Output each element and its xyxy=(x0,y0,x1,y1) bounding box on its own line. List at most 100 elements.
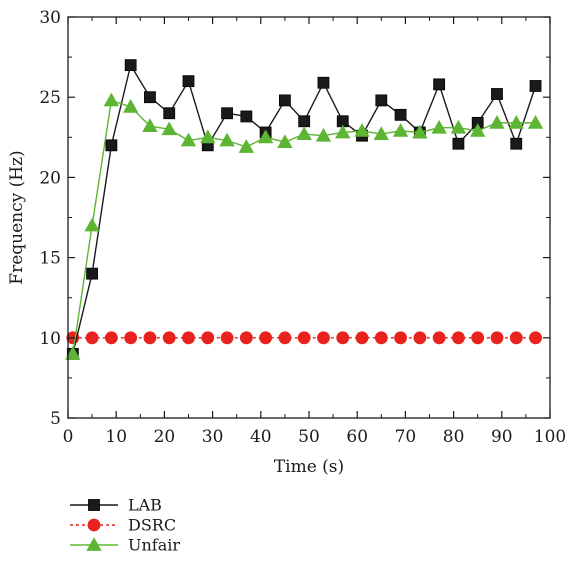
data-point-unfair xyxy=(470,123,486,137)
data-point-lab xyxy=(394,108,407,121)
plot-area xyxy=(65,59,544,360)
data-point-lab xyxy=(240,110,253,123)
data-point-lab xyxy=(163,107,176,120)
x-tick-label: 40 xyxy=(250,427,272,447)
data-point-lab xyxy=(298,115,311,128)
x-tick-label: 0 xyxy=(63,427,74,447)
data-point-unfair xyxy=(431,119,447,134)
legend-item-unfair: Unfair xyxy=(70,536,180,555)
data-point-unfair xyxy=(354,123,370,137)
series-line-lab xyxy=(72,63,537,355)
data-point-dsrc xyxy=(529,331,542,345)
series-lab xyxy=(66,59,542,360)
data-point-dsrc xyxy=(336,331,350,345)
data-point-unfair xyxy=(296,126,312,140)
legend-item-lab: LAB xyxy=(70,496,162,515)
y-tick-label: 20 xyxy=(39,168,61,188)
y-tick-label: 10 xyxy=(39,329,61,349)
x-tick-label: 30 xyxy=(202,427,224,447)
axes: 0 10 20 30 40 50 60 70 80 90 100 5 10 15 20 25 30 xyxy=(39,8,566,447)
data-point-unfair xyxy=(450,119,467,134)
data-point-unfair xyxy=(219,132,235,147)
x-tick-label: 90 xyxy=(491,427,513,447)
data-point-dsrc xyxy=(413,331,427,345)
data-point-dsrc xyxy=(85,331,99,345)
data-point-dsrc xyxy=(374,331,388,345)
data-point-unfair xyxy=(180,132,197,147)
data-point-unfair xyxy=(65,346,81,360)
data-point-dsrc xyxy=(143,331,157,345)
data-point-lab xyxy=(510,137,523,150)
data-point-unfair xyxy=(489,115,505,129)
x-tick-label: 50 xyxy=(298,427,320,447)
legend-label-dsrc: DSRC xyxy=(128,516,176,535)
data-point-unfair xyxy=(392,123,409,137)
x-axis-label: Time (s) xyxy=(274,457,344,477)
data-point-lab xyxy=(433,78,446,91)
y-tick-label: 15 xyxy=(39,249,61,269)
data-point-unfair xyxy=(373,126,389,140)
data-point-unfair xyxy=(257,129,274,144)
data-point-unfair xyxy=(200,129,216,144)
data-point-dsrc xyxy=(432,331,446,345)
data-point-dsrc xyxy=(162,331,176,345)
data-point-unfair xyxy=(84,217,100,232)
data-point-dsrc xyxy=(220,331,234,345)
data-point-lab xyxy=(278,94,291,107)
data-point-unfair xyxy=(103,92,120,107)
legend-label-lab: LAB xyxy=(128,496,162,515)
x-tick-label: 80 xyxy=(443,427,465,447)
data-point-unfair xyxy=(142,118,158,132)
data-point-lab xyxy=(529,80,542,92)
data-point-lab xyxy=(491,88,503,100)
data-point-dsrc xyxy=(452,331,465,345)
data-point-lab xyxy=(317,76,330,89)
data-point-dsrc xyxy=(278,331,292,345)
x-tick-label: 100 xyxy=(534,427,566,447)
series-dsrc xyxy=(66,331,542,345)
data-point-lab xyxy=(375,94,388,107)
y-tick-label: 30 xyxy=(39,8,61,28)
data-point-dsrc xyxy=(297,331,311,345)
data-point-lab xyxy=(144,91,156,104)
legend-label-unfair: Unfair xyxy=(128,536,180,555)
data-point-dsrc xyxy=(394,331,407,345)
data-point-unfair xyxy=(527,115,544,129)
data-point-lab xyxy=(86,267,98,280)
data-point-dsrc xyxy=(182,331,195,345)
data-point-lab xyxy=(221,107,233,120)
data-point-lab xyxy=(105,139,118,152)
legend-marker-dsrc xyxy=(87,518,101,532)
legend-marker-lab xyxy=(88,499,100,511)
legend-item-dsrc: DSRC xyxy=(70,516,176,535)
data-point-dsrc xyxy=(104,331,118,345)
series-unfair xyxy=(65,92,544,360)
data-point-dsrc xyxy=(259,331,273,345)
data-point-lab xyxy=(182,75,195,88)
data-point-lab xyxy=(124,59,137,72)
data-point-unfair xyxy=(122,99,139,113)
data-point-dsrc xyxy=(490,331,504,345)
data-point-unfair xyxy=(508,115,524,129)
data-point-dsrc xyxy=(509,331,523,345)
data-point-unfair xyxy=(412,124,428,139)
x-tick-label: 60 xyxy=(346,427,368,447)
data-point-dsrc xyxy=(317,331,330,345)
plot-frame xyxy=(67,16,551,419)
data-point-dsrc xyxy=(124,331,138,345)
y-tick-label: 5 xyxy=(50,409,61,429)
data-point-unfair xyxy=(277,134,293,149)
data-point-unfair xyxy=(238,139,255,153)
data-point-dsrc xyxy=(355,331,369,345)
y-axis-label: Frequency (Hz) xyxy=(7,150,27,284)
data-point-unfair xyxy=(161,121,177,136)
data-point-unfair xyxy=(335,124,351,139)
data-point-dsrc xyxy=(239,331,253,345)
data-point-dsrc xyxy=(201,331,215,345)
x-tick-label: 70 xyxy=(395,427,417,447)
x-tick-label: 20 xyxy=(154,427,176,447)
data-point-dsrc xyxy=(471,331,485,345)
data-point-unfair xyxy=(315,127,332,142)
